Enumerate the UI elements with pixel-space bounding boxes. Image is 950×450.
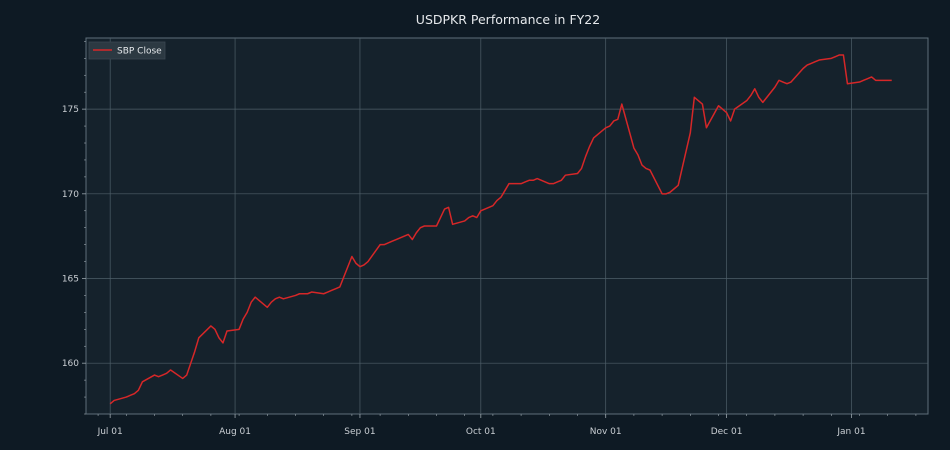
y-tick-label: 165 [62,275,79,285]
y-tick-label: 170 [62,190,79,200]
x-tick-label: Dec 01 [711,427,743,437]
legend-label: SBP Close [117,47,162,57]
x-tick-label: Jul 01 [97,427,123,437]
series-line [109,54,892,405]
series-layer [109,54,892,405]
grid-lines [86,38,928,414]
x-tick-label: Nov 01 [590,427,622,437]
legend: SBP Close [88,41,166,60]
x-tick-label: Jan 01 [836,427,865,437]
x-axis: Jul 01 Aug 01 Sep 01 Oct 01 Nov 01 Dec 01 Jan … [97,414,917,437]
x-tick-label: Sep 01 [344,427,375,437]
y-axis: 160 165 170 175 [62,41,86,415]
x-tick-label: Aug 01 [219,427,251,437]
chart-title: USDPKR Performance in FY22 [416,12,600,27]
y-tick-label: 175 [62,105,79,115]
legend-box [88,41,166,60]
plot-area [85,37,929,415]
x-tick-label: Oct 01 [466,427,496,437]
y-tick-label: 160 [62,359,79,369]
